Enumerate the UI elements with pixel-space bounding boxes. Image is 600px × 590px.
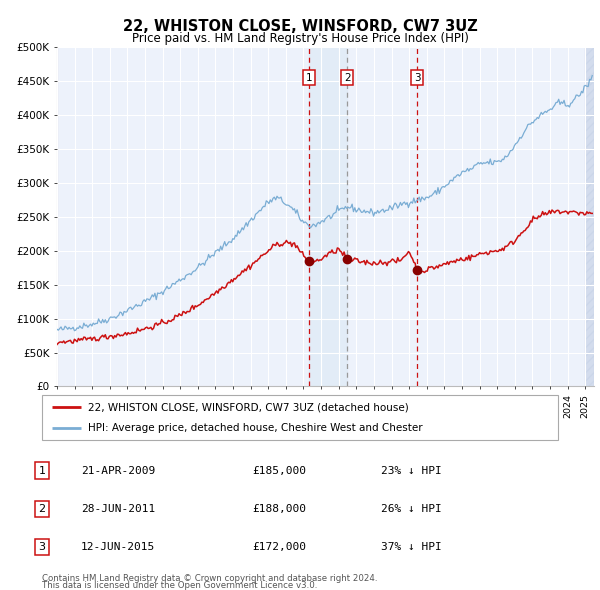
Text: Price paid vs. HM Land Registry's House Price Index (HPI): Price paid vs. HM Land Registry's House … bbox=[131, 32, 469, 45]
Text: This data is licensed under the Open Government Licence v3.0.: This data is licensed under the Open Gov… bbox=[42, 581, 317, 590]
Text: 37% ↓ HPI: 37% ↓ HPI bbox=[381, 542, 442, 552]
FancyBboxPatch shape bbox=[42, 395, 558, 440]
Bar bbox=[585, 47, 594, 386]
Text: 22, WHISTON CLOSE, WINSFORD, CW7 3UZ (detached house): 22, WHISTON CLOSE, WINSFORD, CW7 3UZ (de… bbox=[88, 402, 409, 412]
Text: HPI: Average price, detached house, Cheshire West and Chester: HPI: Average price, detached house, Ches… bbox=[88, 424, 423, 434]
Text: 26% ↓ HPI: 26% ↓ HPI bbox=[381, 504, 442, 514]
Text: £188,000: £188,000 bbox=[252, 504, 306, 514]
Text: 2: 2 bbox=[344, 73, 350, 83]
Text: 28-JUN-2011: 28-JUN-2011 bbox=[81, 504, 155, 514]
Text: 1: 1 bbox=[38, 466, 46, 476]
Text: £185,000: £185,000 bbox=[252, 466, 306, 476]
Bar bbox=[309, 47, 347, 386]
Text: 22, WHISTON CLOSE, WINSFORD, CW7 3UZ: 22, WHISTON CLOSE, WINSFORD, CW7 3UZ bbox=[122, 19, 478, 34]
Text: 2: 2 bbox=[38, 504, 46, 514]
Text: 12-JUN-2015: 12-JUN-2015 bbox=[81, 542, 155, 552]
Text: 3: 3 bbox=[38, 542, 46, 552]
Text: Contains HM Land Registry data © Crown copyright and database right 2024.: Contains HM Land Registry data © Crown c… bbox=[42, 574, 377, 583]
Text: 21-APR-2009: 21-APR-2009 bbox=[81, 466, 155, 476]
Text: 23% ↓ HPI: 23% ↓ HPI bbox=[381, 466, 442, 476]
Text: 3: 3 bbox=[414, 73, 421, 83]
Text: 1: 1 bbox=[305, 73, 312, 83]
Text: £172,000: £172,000 bbox=[252, 542, 306, 552]
